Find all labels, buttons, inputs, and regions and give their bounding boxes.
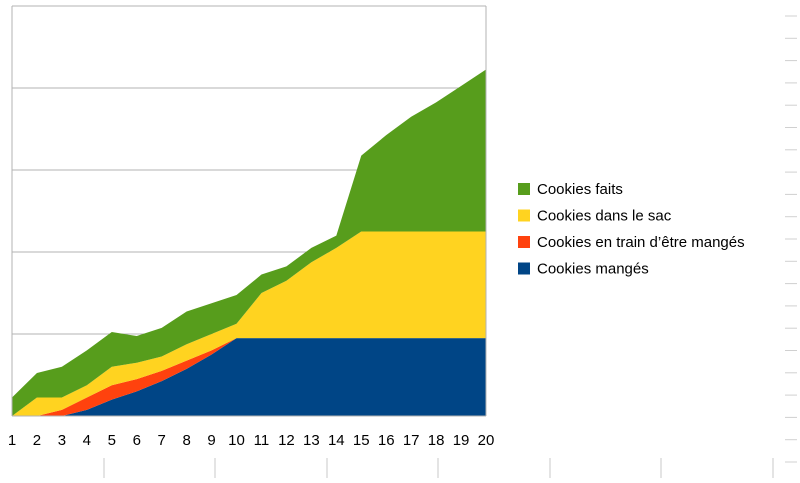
x-tick-label: 14 bbox=[328, 432, 345, 449]
x-tick-label: 18 bbox=[428, 432, 445, 449]
legend-label: Cookies mangés bbox=[537, 261, 649, 278]
background-sheet-lines bbox=[103, 15, 797, 478]
x-tick-label: 19 bbox=[453, 432, 470, 449]
legend-swatch bbox=[518, 236, 530, 248]
legend-swatch bbox=[518, 262, 530, 275]
x-tick-label: 16 bbox=[378, 432, 395, 449]
plot-frame bbox=[11, 5, 487, 417]
x-tick-label: 5 bbox=[108, 432, 116, 449]
x-tick-label: 15 bbox=[353, 432, 370, 449]
x-tick-label: 1 bbox=[8, 432, 16, 449]
x-tick-label: 6 bbox=[133, 432, 141, 449]
legend-label: Cookies en train d’être mangés bbox=[537, 234, 745, 251]
area-series-group bbox=[12, 69, 486, 417]
x-tick-label: 11 bbox=[254, 432, 270, 449]
legend-swatch bbox=[518, 209, 530, 222]
x-tick-label: 13 bbox=[303, 432, 320, 449]
x-tick-label: 3 bbox=[58, 432, 66, 449]
x-tick-label: 8 bbox=[182, 432, 190, 449]
x-tick-label: 4 bbox=[83, 432, 91, 449]
x-tick-label: 10 bbox=[228, 432, 245, 449]
legend: Cookies faits Cookies dans le sac Cookies … bbox=[518, 181, 745, 278]
legend-label: Cookies faits bbox=[537, 181, 623, 198]
legend-label: Cookies dans le sac bbox=[537, 208, 672, 225]
area-series bbox=[12, 338, 486, 416]
x-tick-label: 9 bbox=[207, 432, 215, 449]
area-series bbox=[12, 231, 486, 416]
x-tick-label: 17 bbox=[403, 432, 420, 449]
x-axis-tick-labels: 1 2 3 4 5 6 7 8 9 10 11 12 13 14 15 16 17 18 19 20 bbox=[8, 432, 495, 449]
legend-swatch bbox=[518, 183, 530, 195]
x-tick-label: 2 bbox=[33, 432, 41, 449]
x-tick-label: 7 bbox=[158, 432, 166, 449]
area-series bbox=[12, 69, 486, 417]
x-tick-label: 20 bbox=[478, 432, 495, 449]
x-tick-label: 12 bbox=[278, 432, 295, 449]
